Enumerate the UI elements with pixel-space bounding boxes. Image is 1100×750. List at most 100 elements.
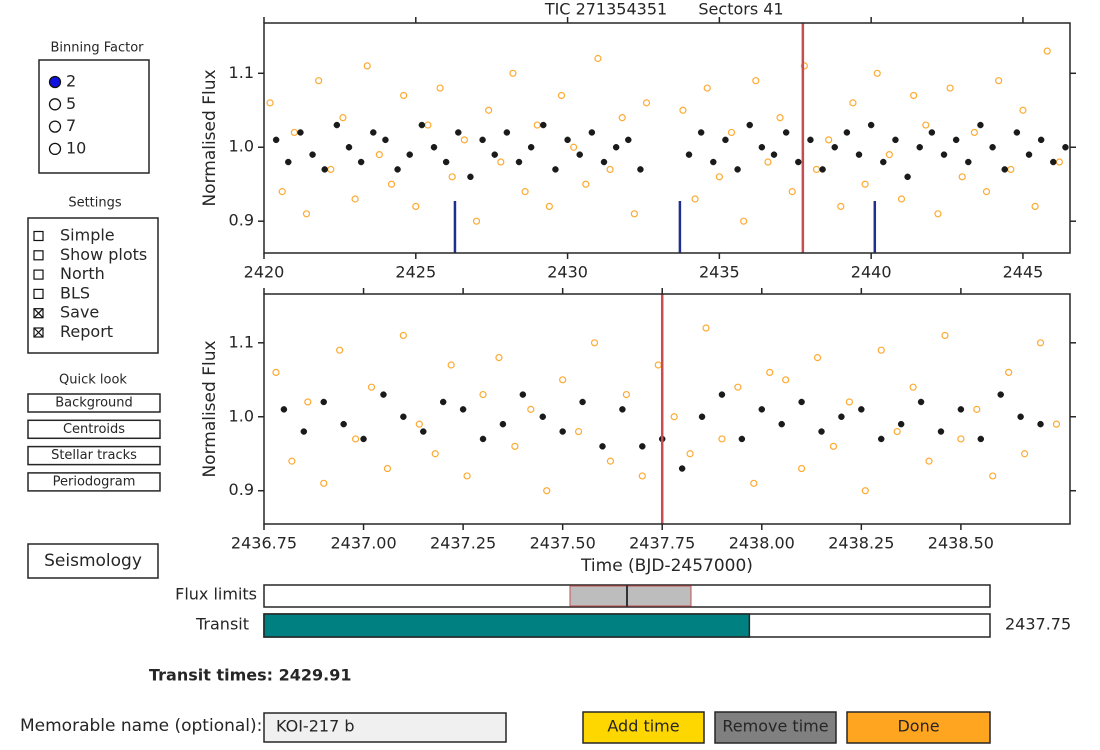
- filled-point: [280, 406, 288, 413]
- radio-button[interactable]: [48, 98, 62, 111]
- radio-button[interactable]: [48, 142, 62, 156]
- radio-label[interactable]: 7: [66, 116, 76, 135]
- x-tick-label: 2437.00: [330, 534, 396, 553]
- filled-point: [579, 398, 586, 406]
- filled-point: [877, 435, 885, 443]
- open-point: [533, 121, 541, 129]
- action-button[interactable]: [846, 711, 991, 744]
- quick-look-button[interactable]: [27, 393, 161, 413]
- filled-point: [997, 391, 1004, 398]
- filled-point: [678, 465, 686, 472]
- transit-slider-fill[interactable]: [263, 613, 751, 638]
- open-point: [702, 324, 710, 332]
- y-axis-label: Normalised Flux: [200, 69, 220, 206]
- filled-point: [519, 391, 527, 398]
- filled-point: [798, 398, 805, 406]
- radio-button[interactable]: [48, 120, 62, 133]
- checkbox[interactable]: [33, 288, 44, 299]
- open-point: [893, 427, 901, 436]
- filled-point: [345, 143, 353, 151]
- filled-point: [758, 143, 766, 151]
- open-point: [618, 114, 626, 122]
- x-tick-label: 2425: [395, 263, 436, 282]
- open-point: [776, 114, 784, 122]
- filled-point: [738, 435, 746, 443]
- button-label[interactable]: Done: [897, 717, 939, 736]
- radio-label[interactable]: 2: [66, 72, 76, 91]
- checkbox-label[interactable]: Save: [60, 303, 99, 322]
- filled-point: [858, 406, 865, 413]
- check-mark: [33, 327, 44, 338]
- open-point: [339, 114, 347, 122]
- filled-point: [515, 158, 523, 166]
- button-label[interactable]: Stellar tracks: [51, 448, 137, 463]
- button-label[interactable]: Periodogram: [53, 474, 136, 489]
- quick-look-button[interactable]: [27, 419, 161, 440]
- filled-point: [639, 443, 646, 450]
- open-point: [638, 472, 646, 480]
- radio-label[interactable]: 5: [66, 94, 76, 113]
- quick-look-button[interactable]: [27, 472, 161, 492]
- open-point: [400, 91, 408, 100]
- open-point: [559, 376, 567, 384]
- checkbox-label[interactable]: Report: [60, 322, 113, 341]
- action-button[interactable]: [582, 711, 705, 744]
- open-point: [545, 202, 553, 211]
- open-point: [272, 368, 280, 376]
- open-point: [897, 195, 906, 203]
- name-label: Memorable name (optional):: [20, 716, 262, 736]
- button-label[interactable]: Add time: [607, 717, 679, 736]
- filled-point: [612, 143, 620, 151]
- y-tick-label: 1.1: [229, 332, 254, 351]
- button-label[interactable]: Background: [55, 396, 133, 411]
- filled-point: [807, 136, 814, 144]
- checkbox-label[interactable]: Simple: [60, 226, 115, 245]
- seismology-button[interactable]: [27, 543, 159, 579]
- checkbox-label[interactable]: North: [60, 264, 105, 283]
- y-tick-label: 1.0: [229, 137, 254, 156]
- x-tick-label: 2430: [547, 263, 588, 282]
- open-point: [399, 331, 407, 340]
- open-point: [606, 457, 615, 465]
- slider-label: Transit: [195, 615, 249, 634]
- open-point: [691, 195, 699, 203]
- open-point: [861, 180, 869, 188]
- filled-point: [297, 129, 304, 136]
- checkbox[interactable]: [33, 250, 44, 261]
- filled-point: [1025, 151, 1033, 158]
- button-label[interactable]: Centroids: [63, 422, 125, 437]
- filled-point: [479, 136, 486, 144]
- radio-label[interactable]: 10: [66, 138, 86, 157]
- open-point: [460, 136, 468, 144]
- radio-button[interactable]: [48, 75, 62, 89]
- action-button[interactable]: [714, 711, 837, 744]
- filled-point: [831, 143, 838, 151]
- open-point: [800, 62, 808, 70]
- y-axis-label: Normalised Flux: [200, 340, 220, 477]
- x-tick-label: 2445: [1003, 263, 1044, 282]
- radio-box: [38, 59, 150, 174]
- checkbox-label[interactable]: Show plots: [60, 245, 147, 264]
- name-input[interactable]: [263, 712, 507, 743]
- quick-look-button[interactable]: [27, 445, 161, 466]
- open-point: [973, 405, 981, 413]
- filled-point: [1013, 129, 1021, 136]
- checkbox[interactable]: [33, 230, 44, 242]
- filled-point: [734, 166, 741, 173]
- filled-point: [455, 129, 462, 136]
- button-label[interactable]: Seismology: [44, 551, 142, 571]
- button-label[interactable]: Remove time: [722, 717, 828, 736]
- open-point: [351, 195, 359, 203]
- filled-point: [685, 151, 693, 158]
- flux-slider-range[interactable]: [569, 585, 692, 607]
- filled-point: [795, 158, 802, 166]
- checkbox-label[interactable]: BLS: [60, 283, 90, 302]
- y-tick-label: 0.9: [229, 480, 254, 499]
- open-point: [288, 457, 296, 465]
- open-point: [1055, 158, 1063, 166]
- checkbox[interactable]: [33, 269, 44, 280]
- filled-point: [309, 151, 316, 158]
- filled-point: [1001, 166, 1008, 173]
- name-input-value[interactable]: KOI-217 b: [276, 717, 354, 736]
- x-tick-label: 2437.25: [430, 534, 496, 553]
